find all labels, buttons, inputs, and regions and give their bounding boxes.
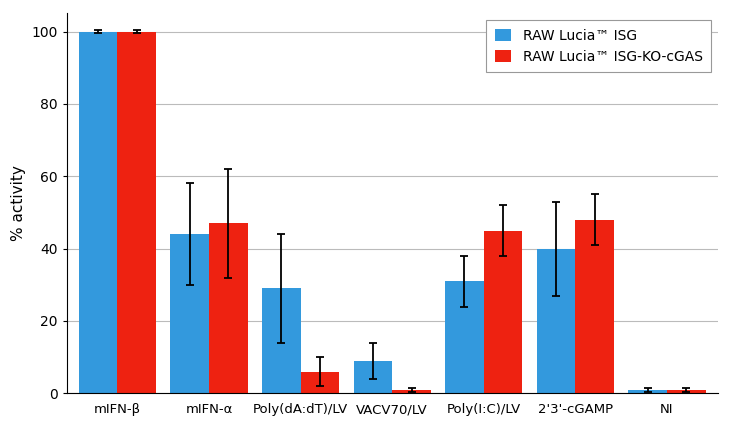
Bar <box>354 361 392 393</box>
Bar <box>209 224 248 393</box>
Bar <box>262 288 300 393</box>
Bar <box>445 281 484 393</box>
Bar <box>576 219 614 393</box>
Bar <box>667 390 705 393</box>
Bar <box>628 390 667 393</box>
Bar <box>170 234 209 393</box>
Bar <box>300 371 340 393</box>
Bar <box>484 231 522 393</box>
Bar <box>536 249 575 393</box>
Bar <box>118 31 156 393</box>
Legend: RAW Lucia™ ISG, RAW Lucia™ ISG-KO-cGAS: RAW Lucia™ ISG, RAW Lucia™ ISG-KO-cGAS <box>486 21 711 72</box>
Y-axis label: % activity: % activity <box>10 165 26 241</box>
Bar <box>392 390 431 393</box>
Bar <box>79 31 118 393</box>
